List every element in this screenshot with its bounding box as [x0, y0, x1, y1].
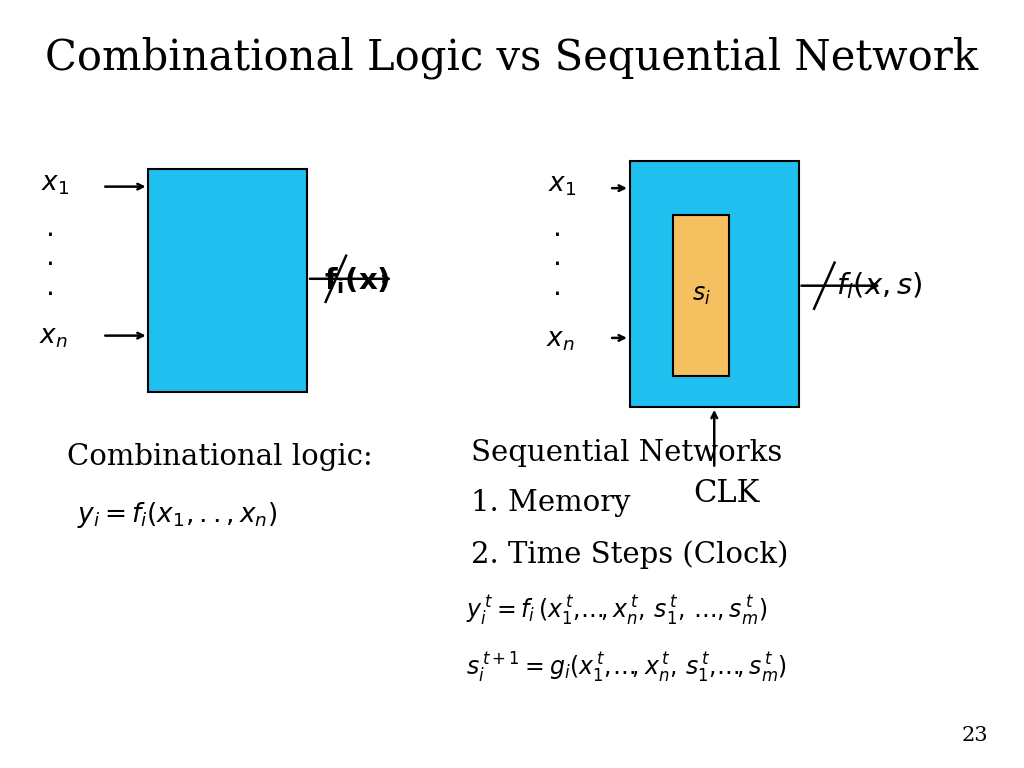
Text: $y_i^{\,t} = f_i\,(x_1^{\,t},\!\ldots\!,x_n^{\,t},\,s_1^{\,t},\,\ldots,s_m^{\,t}: $y_i^{\,t} = f_i\,(x_1^{\,t},\!\ldots\!,… — [466, 594, 767, 627]
Text: $f_i(x,s)$: $f_i(x,s)$ — [836, 270, 922, 301]
Text: Combinational Logic vs Sequential Network: Combinational Logic vs Sequential Networ… — [45, 36, 979, 79]
Text: 23: 23 — [962, 726, 988, 745]
Bar — [630, 161, 799, 407]
Text: $\mathbf{f_i(x)}$: $\mathbf{f_i(x)}$ — [324, 265, 389, 296]
Text: $x_1$: $x_1$ — [548, 174, 577, 198]
Text: 2. Time Steps (Clock): 2. Time Steps (Clock) — [471, 540, 788, 569]
Text: $x_1$: $x_1$ — [41, 172, 70, 197]
Text: Combinational logic:: Combinational logic: — [67, 443, 373, 471]
Text: $y_i = f_i(x_1,..,x_n)$: $y_i = f_i(x_1,..,x_n)$ — [77, 499, 278, 530]
Text: $x_n$: $x_n$ — [39, 326, 68, 350]
Text: $s_i$: $s_i$ — [691, 284, 711, 307]
Text: $s_i^{\,t+1} = g_i(x_1^{\,t},\!\ldots\!,x_n^{\,t},\,s_1^{\,t},\!\ldots\!,s_m^{\,: $s_i^{\,t+1} = g_i(x_1^{\,t},\!\ldots\!,… — [466, 651, 787, 685]
Bar — [148, 169, 307, 392]
Text: 1. Memory: 1. Memory — [471, 489, 631, 517]
Text: $\cdot$: $\cdot$ — [45, 251, 53, 279]
Text: $\cdot$: $\cdot$ — [45, 222, 53, 250]
Text: $\cdot$: $\cdot$ — [45, 280, 53, 308]
Text: CLK: CLK — [693, 478, 760, 509]
Bar — [673, 215, 729, 376]
Text: Sequential Networks: Sequential Networks — [471, 439, 782, 467]
Text: $\cdot$: $\cdot$ — [552, 251, 560, 279]
Text: $x_n$: $x_n$ — [546, 329, 574, 353]
Text: $\cdot$: $\cdot$ — [552, 222, 560, 250]
Text: $\cdot$: $\cdot$ — [552, 280, 560, 308]
